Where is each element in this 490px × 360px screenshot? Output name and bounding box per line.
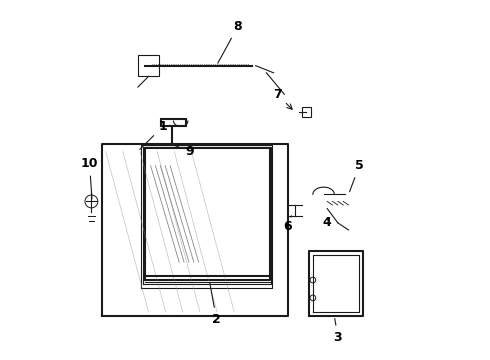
Text: 4: 4 bbox=[323, 216, 332, 229]
Text: 1: 1 bbox=[140, 120, 167, 149]
Text: 8: 8 bbox=[218, 20, 242, 63]
Text: 6: 6 bbox=[284, 216, 292, 233]
Text: 3: 3 bbox=[334, 319, 342, 344]
Bar bbox=[302, 107, 311, 117]
Text: 7: 7 bbox=[273, 88, 292, 109]
Text: 9: 9 bbox=[174, 145, 194, 158]
Text: 5: 5 bbox=[349, 159, 364, 192]
Text: 10: 10 bbox=[81, 157, 98, 199]
Bar bbox=[138, 55, 159, 76]
Text: 2: 2 bbox=[210, 283, 221, 326]
